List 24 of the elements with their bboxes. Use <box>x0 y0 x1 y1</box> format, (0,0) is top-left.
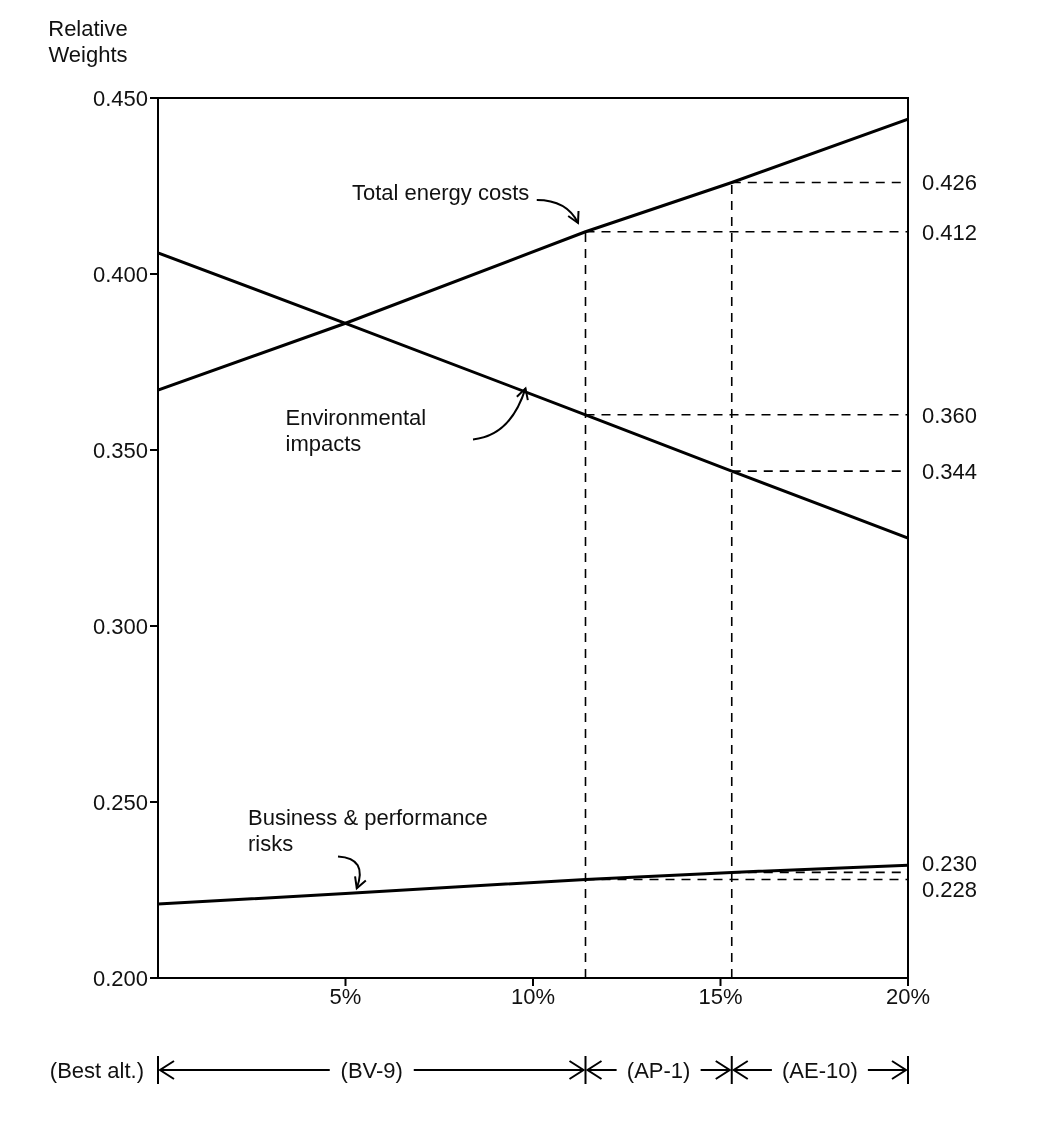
text: (AE-10) <box>781 1058 858 1083</box>
y-tick-label: 0.450 <box>92 85 148 111</box>
text: (Best alt.) <box>49 1058 144 1083</box>
ref-line-label: 0.426 <box>922 170 978 196</box>
y-tick-label: 0.200 <box>92 965 148 991</box>
y-tick-label: 0.350 <box>92 437 148 463</box>
x-tick-label: 15% <box>698 983 743 1009</box>
series-label: Business & performance risks <box>248 804 488 856</box>
ref-line-label: 0.344 <box>922 459 978 485</box>
ref-line-label: 0.230 <box>922 850 978 876</box>
y-tick-label: 0.250 <box>92 789 148 815</box>
y-tick-label: 0.300 <box>92 613 148 639</box>
y-tick-label: 0.400 <box>92 261 148 287</box>
y-axis-title: Relative Weights <box>48 16 128 67</box>
text: (AP-1) <box>626 1058 691 1083</box>
text: Total energy costs <box>351 180 530 206</box>
ref-line-label: 0.228 <box>922 876 978 902</box>
x-tick-label: 10% <box>510 983 556 1009</box>
legend-label: Environmental impacts <box>285 405 427 457</box>
x-tick-label: 20% <box>885 983 931 1009</box>
text: (BV-9) <box>340 1058 403 1083</box>
x-tick-label: 5% <box>329 983 362 1009</box>
ref-line-label: 0.412 <box>922 219 978 245</box>
ref-line-label: 0.360 <box>922 402 978 428</box>
